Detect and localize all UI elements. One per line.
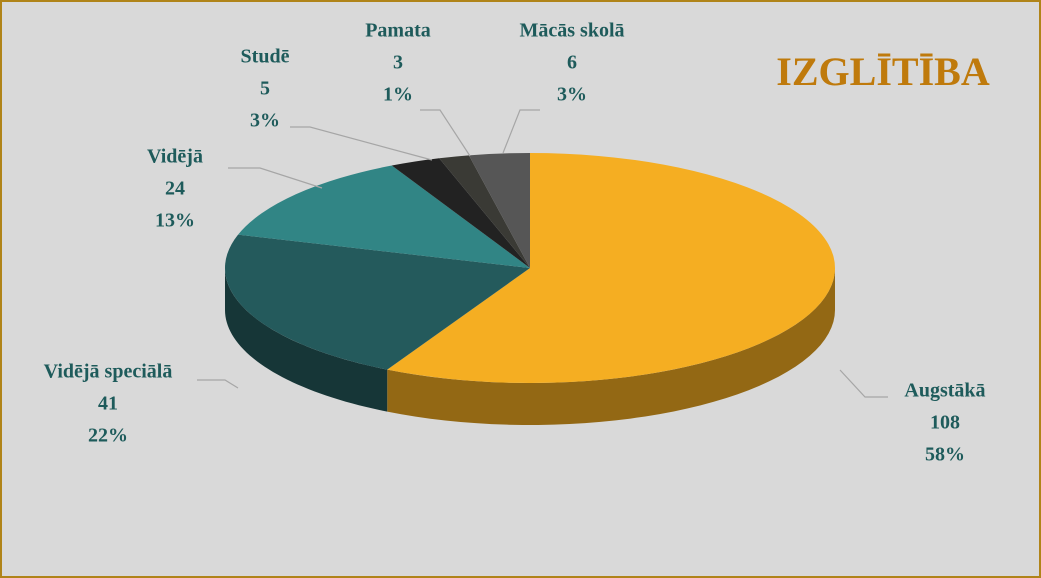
leader-line: [839, 369, 888, 398]
category-label: Vidējā: [147, 146, 203, 168]
value-label: 24: [165, 178, 185, 200]
slice: [439, 155, 530, 268]
percent-label: 3%: [557, 84, 587, 106]
value-label: 108: [930, 412, 960, 434]
slice: [387, 153, 835, 383]
slice-side: [387, 268, 835, 425]
value-label: 3: [393, 52, 403, 74]
percent-label: 58%: [925, 444, 965, 466]
category-label: Studē: [241, 46, 290, 68]
category-label: Pamata: [365, 20, 431, 42]
leader-line: [197, 379, 239, 389]
percent-label: 1%: [383, 84, 413, 106]
leader-line: [420, 109, 471, 157]
value-label: 41: [98, 393, 118, 415]
slice: [468, 153, 530, 268]
slice: [238, 165, 530, 268]
leader-line: [502, 109, 540, 154]
value-label: 6: [567, 52, 577, 74]
percent-label: 13%: [155, 210, 195, 232]
category-label: Vidējā speciālā: [44, 361, 173, 383]
value-label: 5: [260, 78, 270, 100]
slice-side: [225, 268, 388, 412]
category-label: Augstākā: [904, 380, 985, 402]
category-label: Mācās skolā: [520, 20, 625, 42]
leader-line: [290, 126, 433, 161]
leader-line: [228, 167, 323, 189]
chart-title: IZGLĪTĪBA: [776, 49, 990, 94]
slice: [225, 234, 530, 370]
percent-label: 22%: [88, 425, 128, 447]
slice: [391, 158, 530, 268]
percent-label: 3%: [250, 110, 280, 132]
